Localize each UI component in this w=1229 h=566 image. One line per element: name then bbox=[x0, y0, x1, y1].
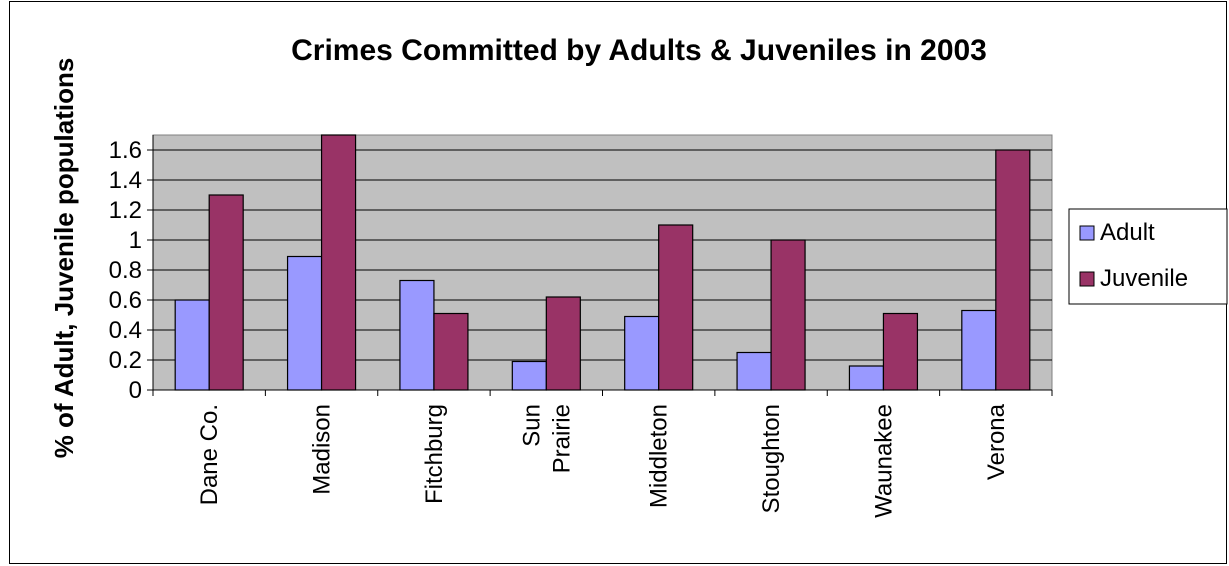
axes: 0 0.2 0.4 0.6 0.8 1 1.2 1.4 1.6 Dane Co. Madison Fi… bbox=[109, 135, 1053, 518]
x-tick-label: Verona bbox=[983, 403, 1010, 480]
y-tick-label: 0.4 bbox=[109, 317, 142, 344]
bar-adult bbox=[399, 279, 435, 391]
legend: Adult Juvenile bbox=[1068, 208, 1228, 305]
y-tick-label: 1.2 bbox=[109, 197, 142, 224]
x-tick-label: Prairie bbox=[548, 404, 575, 473]
y-axis-label: % of Adult, Juvenile populations bbox=[49, 58, 79, 459]
chart-title: Crimes Committed by Adults & Juveniles i… bbox=[291, 34, 987, 67]
bar-juvenile bbox=[545, 296, 581, 391]
legend-label-juvenile: Juvenile bbox=[1100, 265, 1188, 292]
legend-swatch-adult bbox=[1079, 225, 1095, 241]
bar-juvenile bbox=[658, 224, 694, 391]
y-tick-label: 0 bbox=[129, 377, 142, 404]
bar-adult bbox=[848, 365, 885, 391]
legend-swatch-juvenile bbox=[1079, 271, 1095, 287]
y-tick-label: 0.6 bbox=[109, 287, 142, 314]
x-tick-label: Stoughton bbox=[758, 404, 785, 513]
bar-adult bbox=[736, 351, 772, 391]
x-tick-label: Fitchburg bbox=[421, 404, 448, 504]
x-tick-label: Dane Co. bbox=[196, 404, 223, 505]
bar-adult bbox=[174, 299, 210, 391]
bar-juvenile bbox=[320, 134, 357, 391]
bar-adult bbox=[961, 309, 997, 391]
bars bbox=[174, 134, 1031, 391]
bar-juvenile bbox=[882, 312, 919, 391]
x-tick-label: Waunakee bbox=[870, 404, 897, 518]
y-tick-label: 1.4 bbox=[109, 167, 142, 194]
bar-juvenile bbox=[770, 239, 806, 391]
x-tick-label: Sun bbox=[518, 404, 545, 447]
bar-adult bbox=[511, 360, 547, 391]
bar-juvenile bbox=[433, 312, 469, 391]
x-tick-label: Middleton bbox=[646, 404, 673, 508]
bar-adult bbox=[286, 255, 323, 391]
y-tick-label: 1.6 bbox=[109, 137, 142, 164]
y-tick-label: 1 bbox=[129, 227, 142, 254]
chart-frame: Crimes Committed by Adults & Juveniles i… bbox=[9, 1, 1228, 564]
bar-juvenile bbox=[995, 149, 1031, 391]
legend-box bbox=[1068, 208, 1228, 305]
bar-adult bbox=[624, 315, 660, 391]
y-tick-label: 0.2 bbox=[109, 347, 142, 374]
bar-juvenile bbox=[208, 194, 244, 391]
y-tick-label: 0.8 bbox=[109, 257, 142, 284]
legend-label-adult: Adult bbox=[1100, 219, 1155, 246]
bar-chart: Crimes Committed by Adults & Juveniles i… bbox=[49, 34, 1228, 518]
x-tick-label: Madison bbox=[309, 404, 336, 495]
